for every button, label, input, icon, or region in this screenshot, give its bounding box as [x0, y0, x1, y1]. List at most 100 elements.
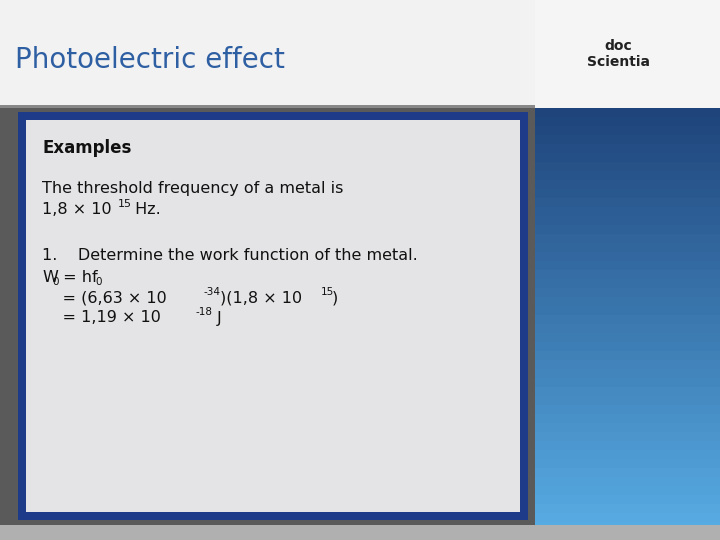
Bar: [535, 81, 720, 91]
Text: J: J: [212, 310, 222, 326]
Bar: [535, 207, 720, 217]
Bar: [0, 45, 560, 50]
Text: The threshold frequency of a metal is: The threshold frequency of a metal is: [42, 180, 343, 195]
Bar: [535, 27, 720, 37]
Bar: [535, 405, 720, 415]
Bar: [535, 351, 720, 361]
Bar: [535, 306, 720, 316]
Text: Photoelectric effect: Photoelectric effect: [15, 46, 285, 74]
Bar: [0, 91, 560, 96]
Bar: [0, 80, 560, 85]
Text: 0: 0: [95, 277, 102, 287]
Bar: [535, 90, 720, 100]
Bar: [0, 70, 560, 75]
Bar: [0, 63, 560, 68]
Bar: [535, 378, 720, 388]
Bar: [0, 14, 560, 18]
Bar: [0, 0, 560, 105]
Bar: [535, 54, 720, 64]
Bar: [535, 198, 720, 208]
Bar: [0, 56, 560, 60]
Bar: [0, 24, 560, 29]
Bar: [0, 52, 560, 57]
Bar: [535, 459, 720, 469]
Bar: [0, 10, 560, 15]
Bar: [0, 28, 560, 32]
Bar: [0, 42, 560, 46]
Bar: [535, 180, 720, 190]
Bar: [0, 21, 560, 25]
Bar: [0, 84, 560, 89]
Bar: [0, 94, 560, 99]
Bar: [535, 0, 720, 108]
Text: Examples: Examples: [42, 139, 131, 157]
Bar: [0, 31, 560, 36]
Bar: [0, 17, 560, 22]
Bar: [535, 270, 720, 280]
Bar: [0, 49, 560, 53]
Text: 1,8 × 10: 1,8 × 10: [42, 202, 112, 218]
Bar: [535, 216, 720, 226]
Text: doc
Scientia: doc Scientia: [587, 39, 649, 69]
Bar: [535, 513, 720, 523]
Bar: [535, 261, 720, 271]
Bar: [0, 73, 560, 78]
Bar: [535, 153, 720, 163]
Bar: [0, 105, 560, 108]
Bar: [535, 0, 720, 10]
Bar: [535, 387, 720, 397]
Bar: [535, 369, 720, 379]
Bar: [535, 36, 720, 46]
Text: = 1,19 × 10: = 1,19 × 10: [42, 310, 161, 326]
Bar: [535, 135, 720, 145]
Bar: [535, 279, 720, 289]
Bar: [535, 342, 720, 352]
Bar: [535, 450, 720, 460]
Bar: [535, 108, 720, 118]
Text: = (6,63 × 10: = (6,63 × 10: [42, 291, 167, 306]
Bar: [535, 468, 720, 478]
Bar: [0, 59, 560, 64]
Bar: [0, 525, 720, 540]
Bar: [0, 7, 560, 11]
Bar: [0, 0, 560, 105]
Bar: [0, 98, 560, 103]
Text: 1.    Determine the work function of the metal.: 1. Determine the work function of the me…: [42, 247, 418, 262]
Bar: [535, 315, 720, 325]
Bar: [535, 189, 720, 199]
Bar: [535, 9, 720, 19]
Bar: [535, 171, 720, 181]
Bar: [535, 288, 720, 298]
Text: = hf: = hf: [58, 269, 98, 285]
Text: W: W: [42, 269, 58, 285]
Bar: [0, 35, 560, 39]
Bar: [535, 18, 720, 28]
Bar: [535, 243, 720, 253]
Bar: [535, 495, 720, 505]
Bar: [535, 162, 720, 172]
Bar: [535, 63, 720, 73]
Bar: [535, 45, 720, 55]
Text: 15: 15: [321, 287, 334, 297]
Bar: [535, 126, 720, 136]
Bar: [535, 423, 720, 433]
Bar: [535, 144, 720, 154]
Bar: [535, 360, 720, 370]
Text: Hz.: Hz.: [130, 202, 161, 218]
Text: ): ): [332, 291, 338, 306]
Bar: [535, 414, 720, 424]
Bar: [535, 225, 720, 235]
Bar: [0, 87, 560, 92]
Bar: [0, 77, 560, 82]
Bar: [535, 441, 720, 451]
Bar: [535, 486, 720, 496]
Bar: [535, 234, 720, 244]
Bar: [535, 99, 720, 109]
Bar: [535, 432, 720, 442]
Bar: [535, 297, 720, 307]
Bar: [26, 120, 520, 512]
Text: -34: -34: [204, 287, 221, 297]
Bar: [0, 3, 560, 8]
Text: -18: -18: [195, 307, 212, 317]
Bar: [535, 522, 720, 532]
